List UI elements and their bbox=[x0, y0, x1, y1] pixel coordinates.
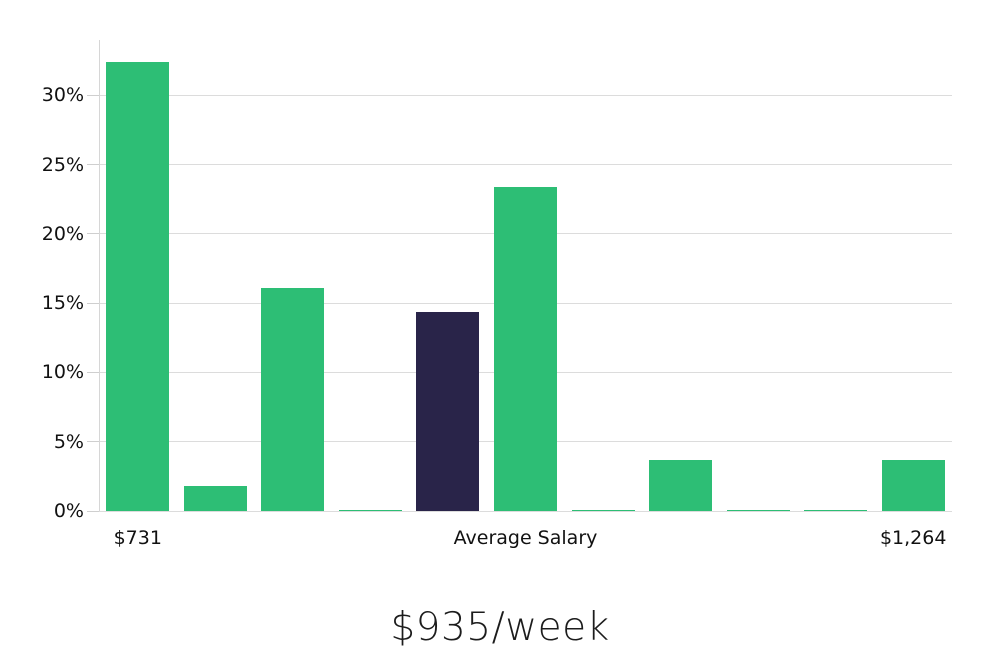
bar bbox=[881, 459, 945, 511]
bar bbox=[726, 509, 790, 511]
x-axis-label: $731 bbox=[113, 527, 162, 549]
bar bbox=[649, 459, 713, 511]
gridline-25% bbox=[99, 164, 952, 166]
y-tick-mark bbox=[87, 510, 99, 512]
y-tick-mark bbox=[87, 371, 99, 373]
bar bbox=[338, 509, 402, 511]
y-axis-label: 30% bbox=[41, 84, 84, 107]
chart-title: $935/week bbox=[390, 605, 610, 650]
bar bbox=[261, 287, 325, 511]
bar bbox=[106, 62, 170, 511]
y-axis-label: 5% bbox=[53, 430, 84, 453]
y-tick-mark bbox=[87, 441, 99, 443]
y-tick-mark bbox=[87, 302, 99, 304]
x-axis-label: $1,264 bbox=[879, 527, 947, 549]
bar bbox=[804, 509, 868, 511]
y-tick-mark bbox=[87, 94, 99, 96]
y-axis-label: 15% bbox=[41, 292, 84, 315]
bar-average-salary bbox=[416, 311, 480, 511]
bar bbox=[494, 186, 557, 511]
y-axis-label: 0% bbox=[53, 500, 84, 522]
x-axis-label: Average Salary bbox=[453, 527, 598, 549]
gridline-30% bbox=[99, 94, 952, 96]
y-tick-mark bbox=[87, 164, 99, 166]
y-axis-spine bbox=[98, 40, 100, 511]
bar bbox=[183, 486, 247, 511]
y-axis-label: 25% bbox=[41, 153, 84, 176]
y-axis-label: 20% bbox=[41, 222, 84, 245]
y-tick-mark bbox=[87, 233, 99, 235]
bar bbox=[571, 509, 635, 511]
y-axis-label: 10% bbox=[41, 361, 84, 384]
gridline-0% bbox=[99, 510, 952, 512]
